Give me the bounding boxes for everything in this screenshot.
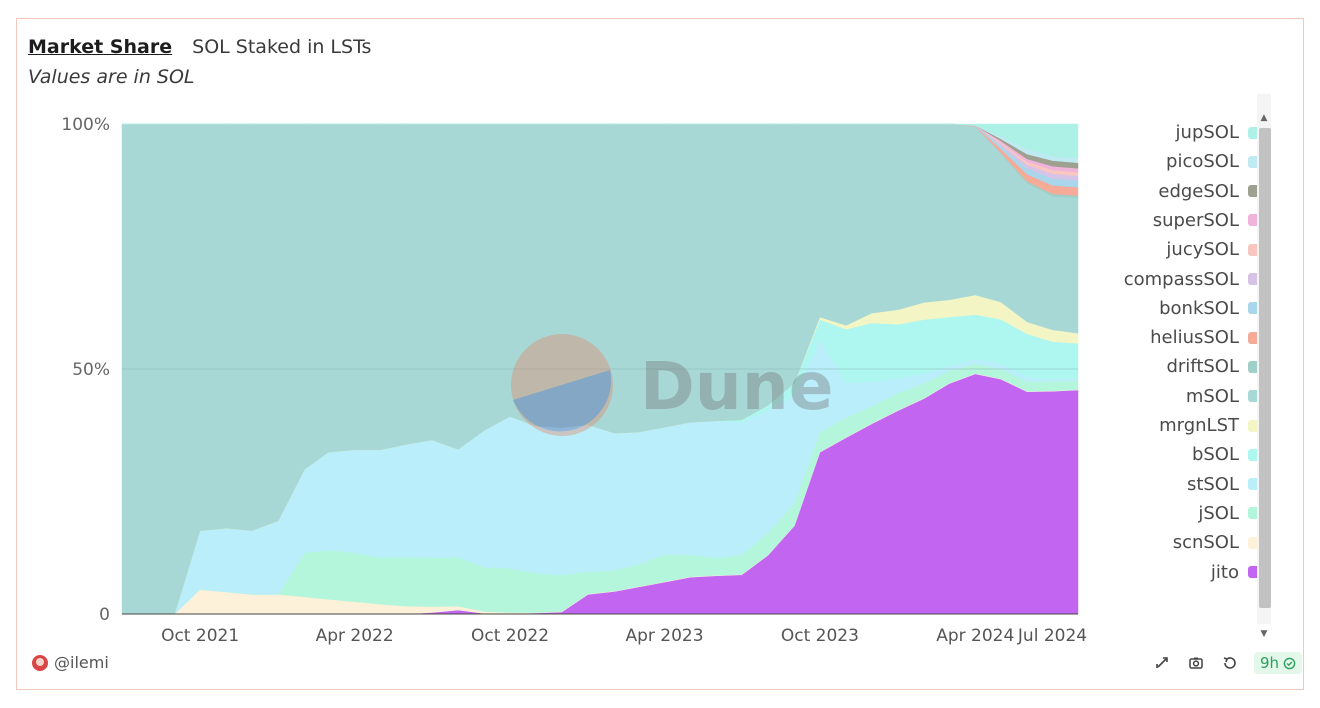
legend-label: jupSOL: [1175, 122, 1239, 143]
refresh-icon[interactable]: [1220, 653, 1240, 673]
legend-label: jito: [1210, 561, 1239, 583]
tab-market-share[interactable]: Market Share: [28, 36, 173, 58]
scroll-down-arrow[interactable]: ▼: [1260, 629, 1268, 639]
x-tick-label: Oct 2021: [161, 626, 239, 646]
y-tick-label: 100%: [61, 115, 110, 135]
legend-label: driftSOL: [1166, 356, 1239, 378]
legend-label: stSOL: [1186, 473, 1239, 495]
legend-item-jucySOL[interactable]: jucySOL: [1166, 235, 1260, 264]
data-age: 9h: [1259, 654, 1279, 672]
legend-label: mrgnLST: [1159, 415, 1239, 436]
legend-item-superSOL[interactable]: superSOL: [1153, 206, 1260, 235]
legend-label: compassSOL: [1123, 268, 1239, 290]
data-age-badge: 9h: [1253, 652, 1302, 674]
author[interactable]: @ilemi: [32, 653, 109, 672]
x-tick-label: Apr 2022: [316, 626, 394, 646]
scroll-up-arrow[interactable]: ▲: [1260, 113, 1268, 123]
x-tick-label: Jul 2024: [1017, 626, 1087, 646]
x-tick-label: Oct 2023: [781, 626, 859, 646]
legend-label: jSOL: [1198, 502, 1239, 524]
author-handle: @ilemi: [54, 653, 109, 672]
y-tick-label: 50%: [72, 360, 110, 380]
legend-item-edgeSOL[interactable]: edgeSOL: [1158, 177, 1260, 206]
legend-label: scnSOL: [1172, 532, 1239, 554]
camera-icon[interactable]: [1186, 653, 1206, 673]
legend-label: jucySOL: [1166, 239, 1239, 261]
tab-sol-staked[interactable]: SOL Staked in LSTs: [192, 36, 372, 58]
legend-label: bonkSOL: [1159, 297, 1239, 319]
legend-label: superSOL: [1152, 209, 1239, 231]
embed-icon[interactable]: [1152, 653, 1172, 673]
legend-scroll-thumb[interactable]: [1259, 128, 1271, 608]
legend-label: bSOL: [1191, 444, 1239, 466]
chart-subtitle: Values are in SOL: [28, 66, 195, 88]
chart-toolbar: 9h: [1152, 652, 1302, 674]
legend-label: picoSOL: [1166, 151, 1239, 173]
avatar: [32, 654, 48, 671]
x-tick-label: Apr 2023: [625, 626, 703, 646]
x-tick-label: Apr 2024: [936, 626, 1014, 646]
legend-item-picoSOL[interactable]: picoSOL: [1166, 147, 1260, 176]
legend-item-compassSOL[interactable]: compassSOL: [1124, 265, 1260, 294]
legend-item-bonkSOL[interactable]: bonkSOL: [1159, 294, 1260, 323]
legend-item-stSOL[interactable]: stSOL: [1187, 470, 1260, 499]
legend-item-driftSOL[interactable]: driftSOL: [1166, 352, 1260, 381]
check-circle-icon: [1283, 657, 1296, 669]
legend-label: heliusSOL: [1150, 327, 1239, 349]
legend-label: mSOL: [1185, 385, 1239, 407]
legend-item-jupSOL[interactable]: jupSOL: [1176, 118, 1260, 147]
legend-item-jSOL[interactable]: jSOL: [1198, 499, 1260, 528]
x-tick-label: Oct 2022: [471, 626, 549, 646]
legend-item-mrgnLST[interactable]: mrgnLST: [1159, 411, 1260, 440]
legend-item-scnSOL[interactable]: scnSOL: [1173, 528, 1260, 557]
svg-text:Dune: Dune: [640, 348, 834, 425]
dune-watermark: Dune: [511, 334, 834, 436]
legend-item-jito[interactable]: jito: [1211, 558, 1260, 587]
legend-item-bSOL[interactable]: bSOL: [1192, 440, 1260, 469]
legend-label: edgeSOL: [1158, 180, 1239, 202]
series-area-jupSOL[interactable]: [122, 123, 1079, 159]
chart-header: Market Share SOL Staked in LSTs: [28, 36, 371, 58]
legend-item-mSOL[interactable]: mSOL: [1186, 382, 1260, 411]
legend-item-heliusSOL[interactable]: heliusSOL: [1150, 323, 1260, 352]
y-tick-label: 0: [99, 605, 110, 625]
